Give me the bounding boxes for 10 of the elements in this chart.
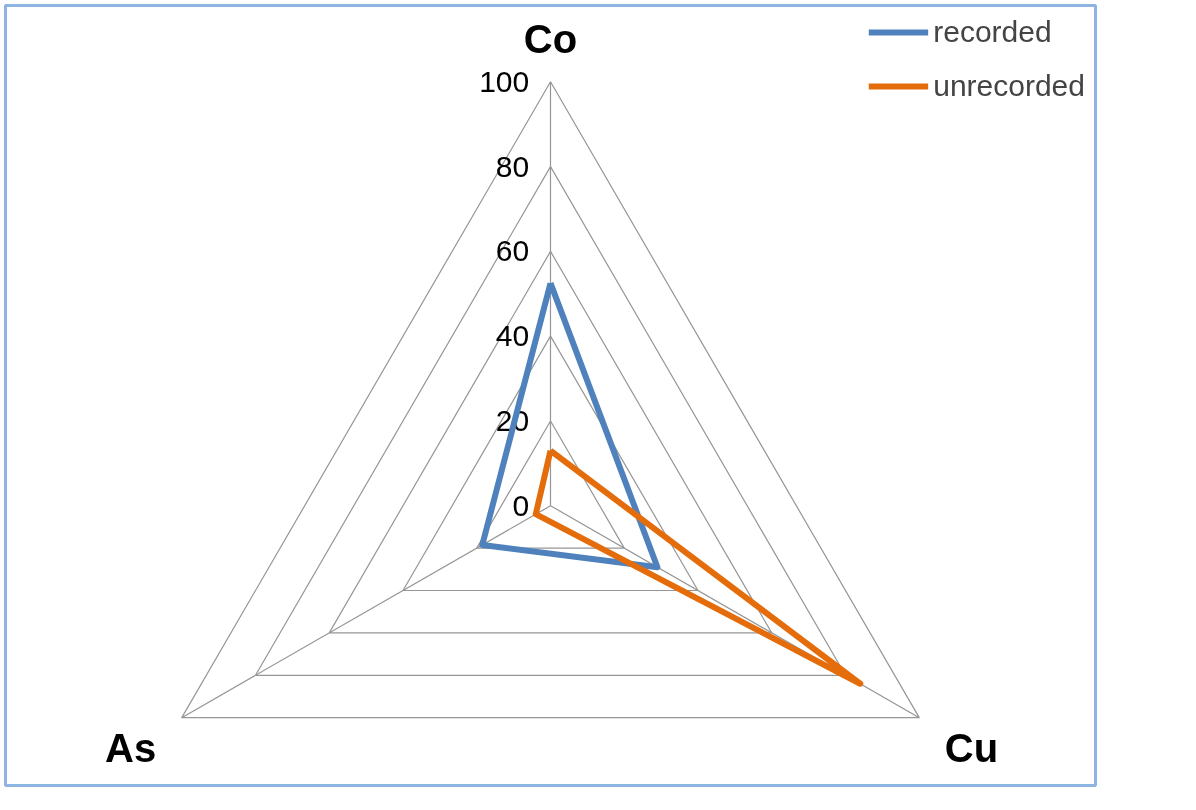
y-tick-label: 40 (495, 319, 530, 353)
y-tick-label: 100 (479, 64, 530, 98)
y-tick-label: 80 (495, 149, 530, 183)
legend-label: recorded (933, 15, 1052, 49)
spoke-label: Cu (944, 726, 999, 771)
spoke-label: As (105, 726, 157, 771)
y-tick-label: 0 (512, 488, 530, 522)
y-tick-label: 60 (495, 234, 530, 268)
spoke-label: Co (523, 16, 578, 61)
legend-label: unrecorded (933, 69, 1085, 103)
